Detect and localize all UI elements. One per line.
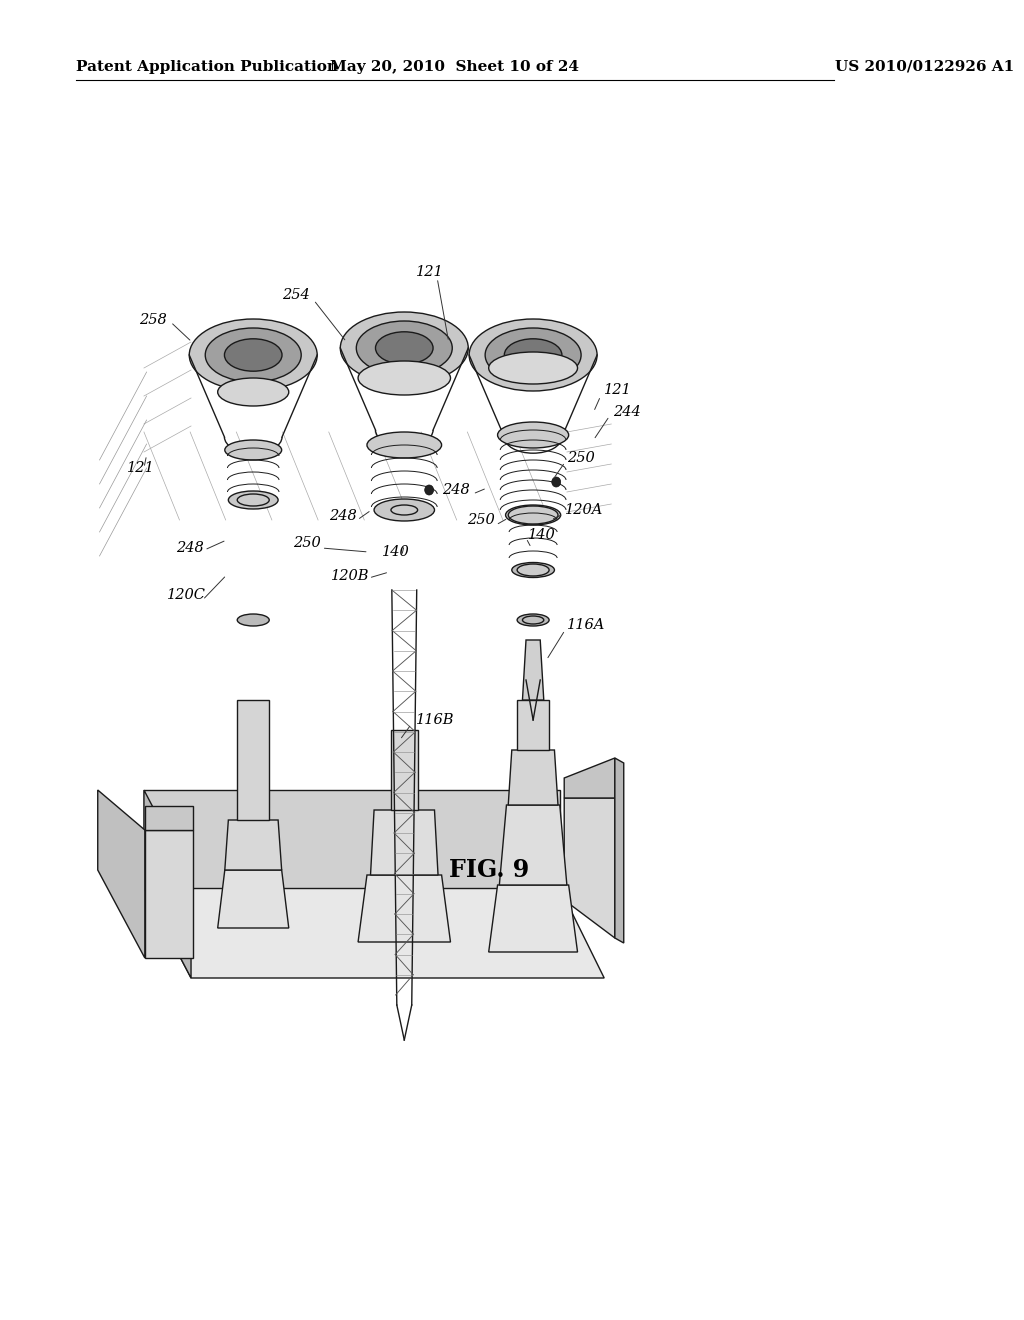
Text: 121: 121	[127, 461, 155, 475]
Ellipse shape	[367, 432, 441, 458]
Polygon shape	[371, 810, 438, 875]
Text: 248: 248	[442, 483, 470, 498]
Polygon shape	[517, 700, 549, 750]
Ellipse shape	[225, 440, 282, 459]
Polygon shape	[500, 805, 567, 884]
Polygon shape	[391, 730, 418, 810]
Text: May 20, 2010  Sheet 10 of 24: May 20, 2010 Sheet 10 of 24	[331, 59, 580, 74]
Polygon shape	[144, 888, 604, 978]
Ellipse shape	[228, 491, 279, 510]
Ellipse shape	[506, 506, 561, 525]
Text: 244: 244	[613, 405, 641, 418]
Text: FIG. 9: FIG. 9	[449, 858, 528, 882]
Text: 120C: 120C	[167, 587, 206, 602]
Polygon shape	[225, 820, 282, 870]
Polygon shape	[97, 789, 144, 958]
Circle shape	[552, 477, 561, 487]
Text: 248: 248	[329, 510, 356, 523]
Text: 120A: 120A	[565, 503, 603, 517]
Polygon shape	[522, 640, 544, 700]
Polygon shape	[144, 789, 560, 888]
Circle shape	[425, 484, 433, 495]
Polygon shape	[144, 830, 193, 958]
Text: 250: 250	[467, 513, 496, 527]
Text: 140: 140	[527, 528, 556, 543]
Ellipse shape	[512, 562, 554, 578]
Ellipse shape	[356, 321, 453, 375]
Ellipse shape	[205, 327, 301, 381]
Ellipse shape	[469, 319, 597, 391]
Polygon shape	[358, 875, 451, 942]
Ellipse shape	[517, 564, 549, 576]
Text: Patent Application Publication: Patent Application Publication	[76, 59, 338, 74]
Ellipse shape	[374, 499, 434, 521]
Text: 121: 121	[416, 265, 443, 279]
Text: 121: 121	[604, 383, 632, 397]
Text: 250: 250	[293, 536, 321, 550]
Ellipse shape	[340, 312, 468, 384]
Ellipse shape	[485, 327, 581, 381]
Polygon shape	[614, 758, 624, 942]
Text: US 2010/0122926 A1: US 2010/0122926 A1	[836, 59, 1015, 74]
Ellipse shape	[376, 331, 433, 364]
Ellipse shape	[498, 422, 568, 447]
Ellipse shape	[488, 352, 578, 384]
Polygon shape	[144, 807, 193, 830]
Ellipse shape	[358, 360, 451, 395]
Text: 120B: 120B	[331, 569, 369, 583]
Ellipse shape	[238, 494, 269, 506]
Polygon shape	[218, 870, 289, 928]
Ellipse shape	[517, 614, 549, 626]
Text: 250: 250	[567, 451, 595, 465]
Ellipse shape	[218, 378, 289, 407]
Polygon shape	[564, 799, 614, 939]
Polygon shape	[238, 700, 269, 820]
Ellipse shape	[238, 614, 269, 626]
Ellipse shape	[189, 319, 317, 391]
Text: 140: 140	[382, 545, 410, 558]
Ellipse shape	[522, 616, 544, 624]
Text: 116B: 116B	[416, 713, 455, 727]
Polygon shape	[144, 789, 191, 978]
Polygon shape	[564, 758, 614, 799]
Polygon shape	[508, 750, 558, 805]
Text: 254: 254	[283, 288, 310, 302]
Ellipse shape	[224, 339, 282, 371]
Polygon shape	[488, 884, 578, 952]
Text: 258: 258	[139, 313, 167, 327]
Ellipse shape	[508, 506, 558, 524]
Text: 116A: 116A	[567, 618, 605, 632]
Ellipse shape	[391, 506, 418, 515]
Text: 248: 248	[176, 541, 204, 554]
Ellipse shape	[505, 339, 562, 371]
